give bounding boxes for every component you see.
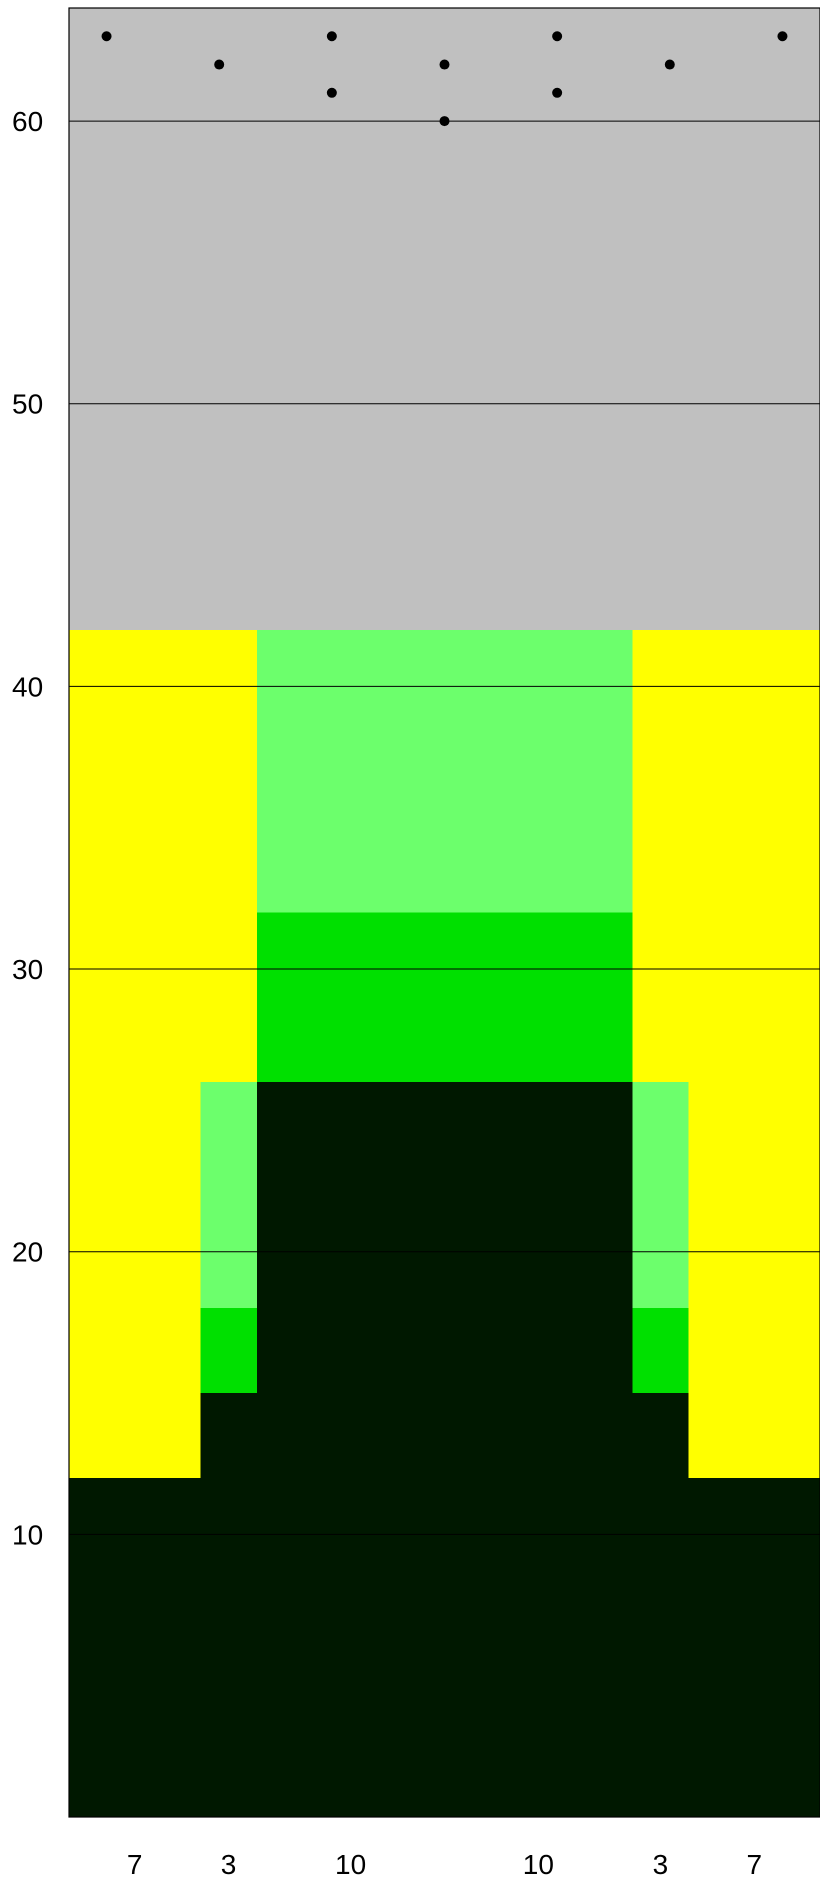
points xyxy=(101,31,788,127)
y-tick-label: 50 xyxy=(12,389,43,420)
heatmap-cell-sand xyxy=(200,629,257,1083)
heatmap-cell-sand xyxy=(632,629,689,1083)
x-axis: 7 3 10 10 3 7 xyxy=(127,1849,762,1879)
x-tick-label: 7 xyxy=(127,1849,143,1879)
heatmap-cell-sand xyxy=(69,629,201,1478)
heatmap-cell-green xyxy=(632,1308,689,1394)
point xyxy=(552,87,563,98)
point xyxy=(439,116,450,127)
heatmap-cell-green xyxy=(200,1308,257,1394)
point xyxy=(777,31,788,42)
y-tick-label: 20 xyxy=(12,1237,43,1268)
point xyxy=(664,59,675,70)
point xyxy=(326,87,337,98)
point xyxy=(326,31,337,42)
heatmap-cell-dark xyxy=(69,1477,820,1817)
heatmap-cell-light_green xyxy=(256,629,633,913)
point xyxy=(552,31,563,42)
heatmap-cell-dark xyxy=(256,1082,633,1478)
heatmap-cell-dark xyxy=(200,1393,257,1478)
point xyxy=(214,59,225,70)
y-tick-label: 30 xyxy=(12,954,43,985)
y-tick-label: 40 xyxy=(12,671,43,702)
x-tick-label: 3 xyxy=(653,1849,669,1879)
heatmap-cell-air xyxy=(69,8,820,630)
point xyxy=(101,31,112,42)
plot-frame xyxy=(68,7,820,1818)
point xyxy=(439,59,450,70)
heatmap-cell-green xyxy=(256,912,633,1083)
heatmap-cell-sand xyxy=(688,629,820,1478)
x-tick-label: 7 xyxy=(746,1849,762,1879)
y-tick-label: 60 xyxy=(12,106,43,137)
x-tick-label: 3 xyxy=(221,1849,237,1879)
heatmap-cell-light_green xyxy=(632,1082,689,1309)
heatmap-cell-light_green xyxy=(200,1082,257,1309)
heatmap-regions xyxy=(69,8,820,1817)
heatmap-cell-dark xyxy=(632,1393,689,1478)
x-tick-label: 10 xyxy=(523,1849,554,1879)
y-axis: 10 20 30 40 50 60 xyxy=(12,106,43,1550)
x-tick-label: 10 xyxy=(335,1849,366,1879)
y-tick-label: 10 xyxy=(12,1519,43,1550)
